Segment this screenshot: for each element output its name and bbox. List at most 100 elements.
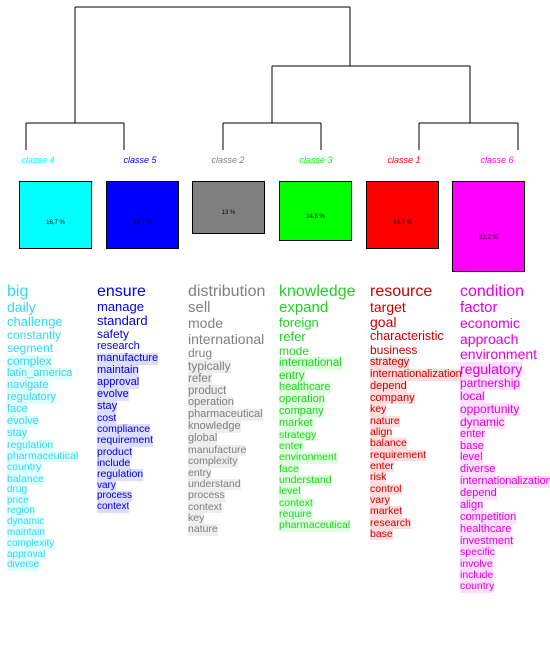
- class-box-c2: 13 %: [192, 181, 265, 234]
- word-c6: country: [460, 581, 495, 593]
- word-c6: specific: [460, 547, 496, 559]
- word-c4: regulatory: [7, 392, 56, 404]
- word-c4: challenge: [7, 315, 63, 330]
- word-c6: partnership: [460, 376, 521, 390]
- class-label-c5: classe 5: [123, 155, 157, 165]
- word-c5: ensure: [97, 283, 146, 300]
- word-c6: dynamic: [460, 415, 505, 429]
- word-c6: base: [460, 440, 484, 453]
- word-c1: control: [370, 483, 402, 496]
- word-c4: pharmaceutical: [7, 450, 79, 463]
- word-list-c5: ensure manage standard safety research manufa…: [97, 283, 189, 513]
- word-c5: requirement: [97, 435, 154, 447]
- word-c1: risk: [370, 472, 387, 484]
- word-c3: entry: [279, 369, 305, 383]
- word-c6: condition: [460, 283, 525, 300]
- class-box-c4: 16,7 %: [19, 181, 92, 249]
- class-label-c1: classe 1: [387, 155, 421, 165]
- word-c5: manufacture: [97, 353, 159, 366]
- word-c6: opportunity: [460, 402, 520, 416]
- word-c2: manufacture: [188, 444, 247, 457]
- word-c4: big: [7, 283, 29, 300]
- word-list-c3: knowledge expand foreign refer mode internati…: [279, 283, 371, 532]
- word-c6: level: [460, 452, 483, 465]
- word-c4: maintain: [7, 528, 45, 539]
- word-c1: balance: [370, 438, 407, 450]
- word-c1: vary: [370, 495, 390, 507]
- word-c4: price: [7, 495, 29, 507]
- word-c2: operation: [188, 397, 234, 410]
- word-c6: involve: [460, 558, 493, 571]
- word-list-c6: condition factor economic approach environme…: [460, 283, 550, 593]
- class-percent-c4: 16,7 %: [46, 219, 65, 226]
- word-c4: daily: [7, 300, 36, 316]
- word-c6: internationalization: [460, 476, 550, 489]
- word-c6: include: [460, 570, 494, 582]
- word-c3: strategy: [279, 429, 317, 442]
- word-c2: product: [188, 384, 227, 398]
- class-box-c3: 14,8 %: [279, 181, 352, 241]
- class-box-c6: 22,2 %: [452, 181, 525, 272]
- word-c2: mode: [188, 316, 224, 332]
- word-c3: mode: [279, 344, 310, 358]
- word-c1: base: [370, 529, 393, 541]
- word-c3: environment: [279, 452, 337, 464]
- word-c1: research: [370, 517, 411, 530]
- word-c4: country: [7, 462, 42, 474]
- word-c4: balance: [7, 473, 44, 485]
- word-c2: key: [188, 512, 205, 525]
- word-c2: refer: [188, 372, 212, 385]
- class-percent-c6: 22,2 %: [479, 234, 498, 241]
- class-box-c5: 16,7 %: [106, 181, 179, 249]
- word-c1: internationalization: [370, 368, 462, 381]
- word-c2: knowledge: [188, 421, 241, 434]
- word-c4: dynamic: [7, 517, 45, 529]
- word-c5: standard: [97, 314, 148, 329]
- word-c6: competition: [460, 511, 517, 524]
- word-c2: complexity: [188, 456, 238, 468]
- word-c6: investment: [460, 535, 514, 548]
- word-list-c1: resource target goal characteristic business…: [370, 283, 462, 541]
- word-c5: maintain: [97, 365, 139, 377]
- word-c6: align: [460, 499, 484, 512]
- word-c2: entry: [188, 467, 212, 479]
- word-c5: safety: [97, 328, 130, 342]
- word-c2: global: [188, 433, 218, 445]
- word-c6: enter: [460, 428, 486, 441]
- word-c1: characteristic: [370, 330, 444, 344]
- dendrogram: [25, 6, 519, 150]
- word-c3: understand: [279, 475, 332, 487]
- word-c2: distribution: [188, 283, 266, 300]
- word-c5: include: [97, 457, 131, 470]
- word-c5: stay: [97, 400, 118, 413]
- word-c4: face: [7, 403, 28, 416]
- word-c6: diverse: [460, 464, 496, 477]
- word-c4: diverse: [7, 560, 40, 572]
- word-c6: local: [460, 389, 485, 403]
- word-list-c2: distribution sell mode international drug typ…: [188, 283, 280, 536]
- word-c2: understand: [188, 478, 241, 491]
- word-c6: approach: [460, 331, 519, 347]
- word-c5: approval: [97, 376, 140, 389]
- word-c2: sell: [188, 300, 211, 317]
- word-c4: drug: [7, 484, 28, 496]
- word-c3: knowledge: [279, 283, 356, 300]
- class-label-c6: classe 6: [480, 155, 514, 165]
- word-c1: enter: [370, 461, 394, 473]
- word-c1: strategy: [370, 356, 410, 369]
- word-c4: latin_america: [7, 368, 73, 381]
- word-c1: depend: [370, 380, 407, 393]
- word-c6: factor: [460, 300, 498, 317]
- class-label-c4: classe 4: [21, 155, 55, 165]
- word-c4: complex: [7, 355, 52, 369]
- class-label-c3: classe 3: [299, 155, 333, 165]
- word-c3: require: [279, 509, 312, 521]
- word-list-c4: big daily challenge constantly segment comple…: [7, 283, 99, 572]
- word-c3: refer: [279, 330, 306, 345]
- word-c4: regulation: [7, 439, 54, 451]
- word-c3: face: [279, 463, 299, 476]
- word-c5: compliance: [97, 423, 151, 436]
- word-c3: market: [279, 417, 313, 430]
- word-c4: region: [7, 506, 35, 518]
- word-c5: evolve: [97, 388, 129, 401]
